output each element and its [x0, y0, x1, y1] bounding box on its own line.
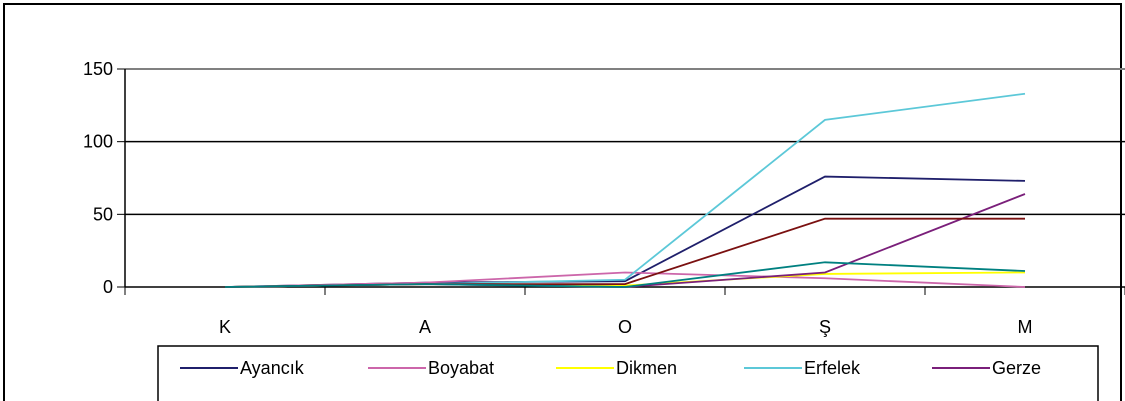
chart-border [3, 3, 1122, 401]
x-tick-label-M: M [1018, 317, 1033, 337]
x-tick-label-O: O [618, 317, 632, 337]
legend-label-erfelek: Erfelek [804, 358, 861, 378]
grid [125, 68, 1125, 216]
legend-label-dikmen: Dikmen [616, 358, 677, 378]
series-line-unnamed-6 [224, 261, 1026, 288]
legend-label-gerze: Gerze [992, 358, 1041, 378]
y-tick-label-50: 50 [93, 204, 113, 224]
legend-label-ayancık: Ayancık [240, 358, 305, 378]
legend: Ayancık Boyabat Dikmen Erfelek Gerze [157, 345, 1099, 401]
series-lines [224, 92, 1026, 288]
y-tick-label-100: 100 [83, 132, 113, 152]
y-tick-labels: 0 50 100 150 [83, 59, 113, 297]
series-line-boyabat [224, 271, 1026, 288]
y-tick-label-0: 0 [103, 277, 113, 297]
legend-box [157, 345, 1099, 401]
x-tick-label-Ş: Ş [819, 317, 831, 337]
legend-label-boyabat: Boyabat [428, 358, 494, 378]
x-tick-label-K: K [219, 317, 231, 337]
y-tick-label-150: 150 [83, 59, 113, 79]
x-tick-label-A: A [419, 317, 431, 337]
